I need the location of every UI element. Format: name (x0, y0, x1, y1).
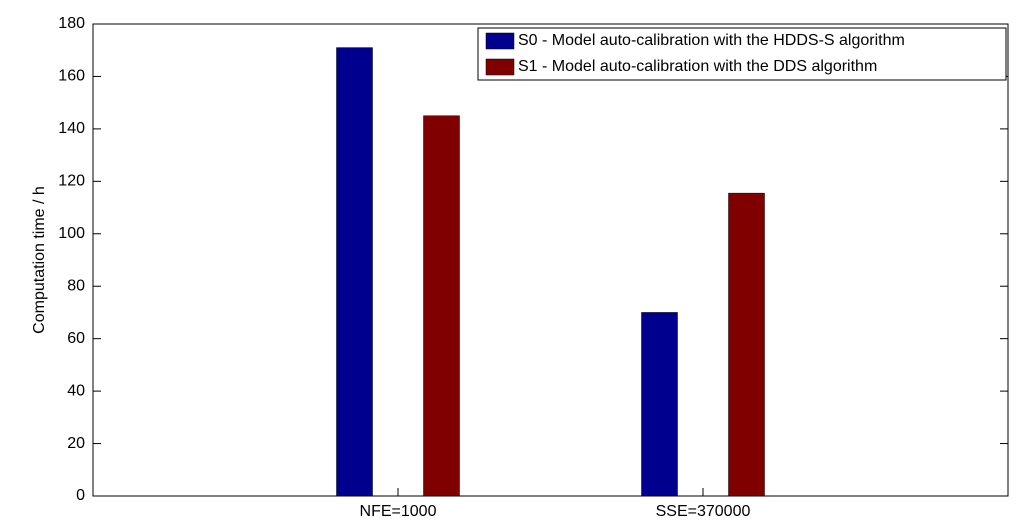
y-tick-label: 60 (67, 330, 85, 347)
bar (641, 312, 678, 497)
legend-box (477, 27, 1007, 81)
bar (423, 115, 460, 497)
bar (728, 192, 765, 497)
y-tick-label: 20 (67, 435, 85, 452)
y-tick-label: 140 (58, 120, 85, 137)
y-tick-label: 0 (76, 487, 85, 504)
legend-label: S1 - Model auto-calibration with the DDS… (518, 58, 877, 75)
y-tick-label: 40 (67, 382, 85, 399)
y-tick-label: 160 (58, 68, 85, 85)
y-tick-label: 100 (58, 225, 85, 242)
y-axis-label: Computation time / h (31, 186, 48, 334)
y-tick-label: 80 (67, 277, 85, 294)
legend-swatch (485, 32, 515, 50)
legend-swatch (485, 58, 515, 76)
axes-box (92, 23, 1009, 497)
x-tick-label: SSE=370000 (656, 503, 751, 520)
y-tick-label: 120 (58, 173, 85, 190)
x-tick-label: NFE=1000 (360, 503, 437, 520)
bar (336, 47, 373, 497)
legend-label: S0 - Model auto-calibration with the HDD… (518, 32, 905, 49)
y-tick-label: 180 (58, 15, 85, 32)
